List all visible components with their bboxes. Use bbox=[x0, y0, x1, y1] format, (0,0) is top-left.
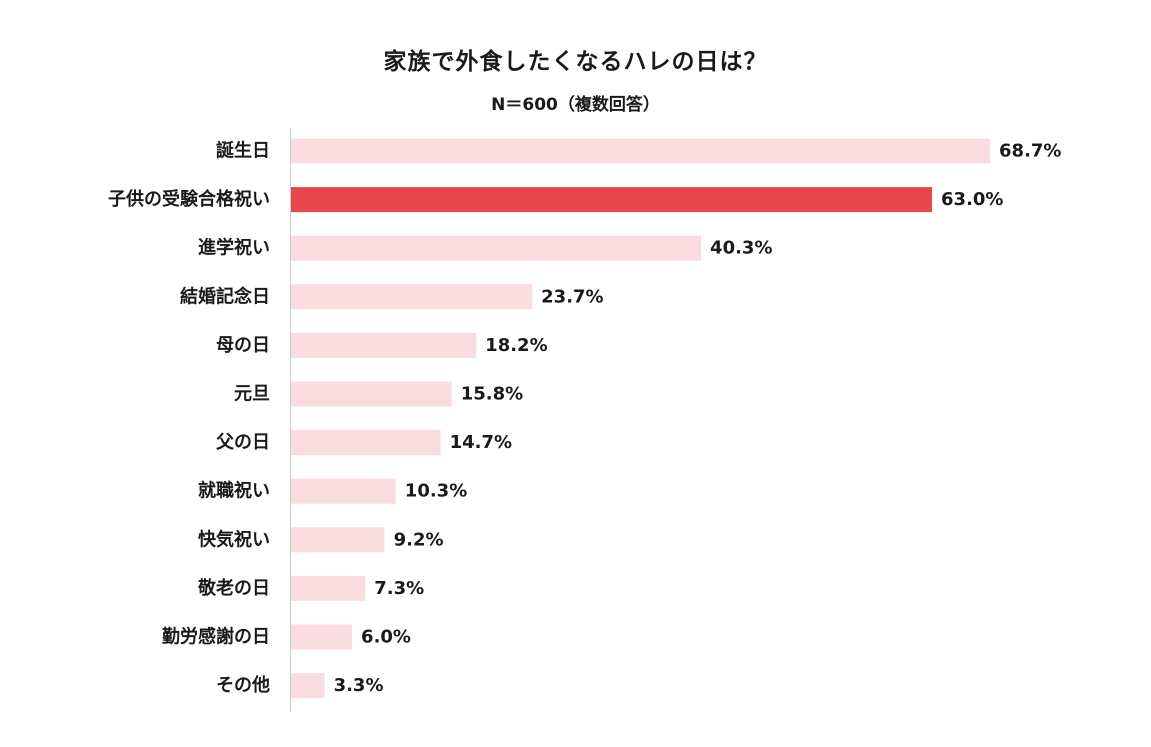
value-label: 9.2% bbox=[394, 529, 444, 550]
value-label: 7.3% bbox=[374, 578, 424, 599]
chart-subtitle: N＝600（複数回答） bbox=[491, 95, 660, 115]
category-label: 母の日 bbox=[216, 335, 270, 356]
bar bbox=[291, 478, 396, 504]
category-label: 元旦 bbox=[234, 384, 270, 405]
category-label: 子供の受験合格祝い bbox=[108, 188, 270, 210]
bar-highlighted bbox=[291, 187, 933, 213]
value-label: 14.7% bbox=[450, 432, 512, 453]
value-label: 40.3% bbox=[710, 238, 772, 259]
category-label: 就職祝い bbox=[198, 480, 270, 502]
value-label: 63.0% bbox=[941, 189, 1003, 210]
bar bbox=[291, 624, 353, 650]
value-label: 18.2% bbox=[485, 335, 547, 356]
bar bbox=[291, 138, 991, 164]
category-label: 父の日 bbox=[216, 432, 270, 453]
bar bbox=[291, 284, 533, 310]
value-label: 10.3% bbox=[405, 481, 467, 502]
category-label: 結婚記念日 bbox=[180, 285, 270, 307]
category-label: 勤労感謝の日 bbox=[162, 626, 270, 648]
bar bbox=[291, 673, 325, 699]
bar bbox=[291, 527, 385, 553]
bar bbox=[291, 575, 366, 601]
value-label: 68.7% bbox=[999, 141, 1061, 162]
value-label: 23.7% bbox=[541, 286, 603, 307]
value-label: 15.8% bbox=[461, 384, 523, 405]
value-label: 3.3% bbox=[334, 675, 384, 696]
category-label: 進学祝い bbox=[198, 237, 270, 259]
bar bbox=[291, 381, 452, 407]
category-label: 敬老の日 bbox=[197, 577, 270, 599]
chart-title: 家族で外食したくなるハレの日は？ bbox=[383, 49, 768, 75]
category-label: その他 bbox=[216, 674, 270, 696]
bar bbox=[291, 430, 441, 456]
category-label: 誕生日 bbox=[216, 140, 270, 162]
value-label: 6.0% bbox=[361, 627, 411, 648]
category-label: 快気祝い bbox=[198, 528, 270, 550]
bar bbox=[291, 235, 702, 261]
bar bbox=[291, 332, 477, 358]
bars-group: 誕生日 68.7% 子供の受験合格祝い 63.0% 進学祝い 40.3% 結婚記念日 23.7… bbox=[108, 138, 1061, 699]
